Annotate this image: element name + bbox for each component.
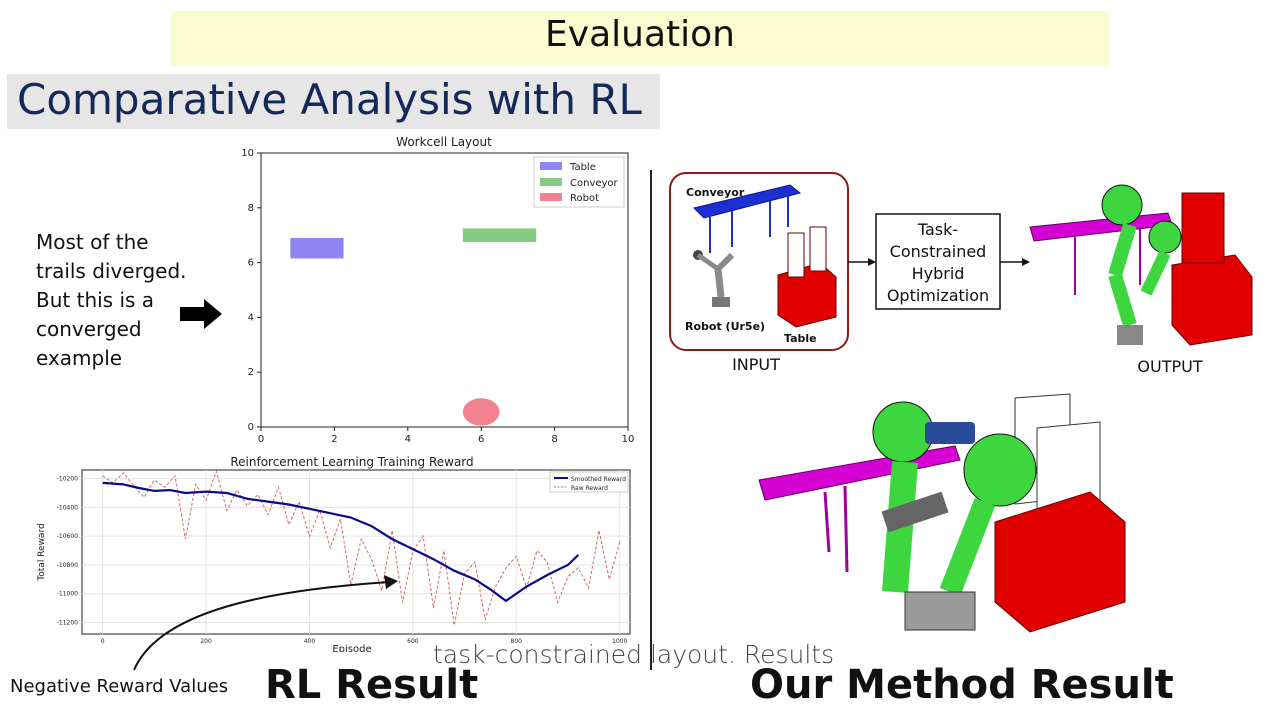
y-tick-label: 6 <box>248 258 254 269</box>
section-title: Comparative Analysis with RL <box>17 75 642 124</box>
chart-title: Workcell Layout <box>396 135 492 149</box>
y-tick-label: 8 <box>248 203 254 214</box>
y-tick-label: -11000 <box>57 591 78 598</box>
y-tick-label: -10400 <box>57 504 78 511</box>
note-line: But this is a <box>36 288 155 312</box>
our-method-scene <box>758 393 1126 633</box>
y-tick-label: 0 <box>248 422 254 433</box>
legend-swatch <box>540 178 562 186</box>
layout-object-robot <box>462 398 500 426</box>
training-reward-chart: Reinforcement Learning Training Reward 0… <box>37 455 631 652</box>
convergence-note: Most of the trails diverged. But this is… <box>36 228 187 373</box>
y-tick-label: 2 <box>248 367 254 378</box>
page-title: Evaluation <box>545 14 735 55</box>
x-tick-label: 4 <box>405 434 411 445</box>
process-line: Optimization <box>887 286 989 305</box>
x-tick-label: 400 <box>304 638 316 645</box>
legend-label: Table <box>569 162 596 173</box>
output-illustration <box>1029 184 1253 346</box>
y-tick-label: -10800 <box>57 562 78 569</box>
legend-label: Raw Reward <box>571 485 608 492</box>
x-tick-label: 2 <box>331 434 337 445</box>
process-line: Hybrid <box>912 264 965 283</box>
x-tick-label: 6 <box>478 434 484 445</box>
note-line: example <box>36 346 123 370</box>
x-tick-label: 0 <box>258 434 264 445</box>
x-tick-label: 800 <box>511 638 523 645</box>
arrow-head-icon <box>1022 258 1030 266</box>
raw-reward-line <box>102 469 621 626</box>
y-tick-label: -10600 <box>57 533 78 540</box>
legend-swatch <box>540 193 562 201</box>
output-label: OUTPUT <box>1137 357 1202 376</box>
note-line: Most of the <box>36 230 149 254</box>
x-tick-label: 8 <box>551 434 557 445</box>
conveyor-label: Conveyor <box>686 186 745 199</box>
section-divider <box>650 170 652 670</box>
chart-legend: Table Conveyor Robot <box>533 156 625 208</box>
x-tick-label: 600 <box>407 638 419 645</box>
y-axis-label: Total Reward <box>37 523 47 581</box>
x-tick-label: 1000 <box>612 638 627 645</box>
y-tick-label: 10 <box>241 148 254 159</box>
subtitle-background <box>7 74 660 129</box>
optimization-box <box>875 213 1001 310</box>
smoothed-reward-line <box>102 481 580 603</box>
robot-label: Robot (Ur5e) <box>685 320 765 333</box>
conveyor-illustration <box>693 184 802 253</box>
method-diagram: Conveyor Robot (Ur5e) Table INPUT Task- … <box>669 172 1253 376</box>
right-arrow-icon <box>180 299 222 329</box>
x-tick-label: 0 <box>101 638 105 645</box>
workcell-layout-chart: Workcell Layout 0 2 4 6 8 10 0 2 4 6 8 10 Table Co… <box>241 135 635 445</box>
note-line: trails diverged. <box>36 259 187 283</box>
x-axis-label: Episode <box>332 644 371 652</box>
chart-title: Reinforcement Learning Training Reward <box>230 455 473 469</box>
note-line: converged <box>36 317 142 341</box>
header-banner <box>171 11 1109 66</box>
pointer-arrow-icon <box>133 575 398 671</box>
process-line: Constrained <box>890 242 987 261</box>
robot-illustration <box>693 250 735 307</box>
table-illustration <box>777 226 837 328</box>
legend-label: Robot <box>570 193 599 204</box>
table-label: Table <box>784 332 817 345</box>
legend-swatch <box>540 162 562 170</box>
our-method-result-label: Our Method Result <box>750 662 1174 708</box>
legend-label: Conveyor <box>570 178 619 189</box>
input-label: INPUT <box>732 355 780 374</box>
legend-label: Smoothed Reward <box>571 476 626 483</box>
y-tick-label: 4 <box>248 312 254 323</box>
layout-object-conveyor <box>462 228 537 243</box>
arrow-head-icon <box>868 258 876 266</box>
y-tick-label: -11200 <box>57 619 78 626</box>
chart-legend: Smoothed Reward Raw Reward <box>549 471 629 493</box>
layout-object-table <box>290 237 344 259</box>
x-tick-label: 10 <box>622 434 635 445</box>
y-tick-label: -10200 <box>57 476 78 483</box>
process-line: Task- <box>917 220 958 239</box>
x-tick-label: 200 <box>200 638 212 645</box>
rl-result-label: RL Result <box>265 662 479 708</box>
caption-overlay: task-constrained layout. Results <box>433 640 835 669</box>
negative-reward-label: Negative Reward Values <box>10 676 229 697</box>
